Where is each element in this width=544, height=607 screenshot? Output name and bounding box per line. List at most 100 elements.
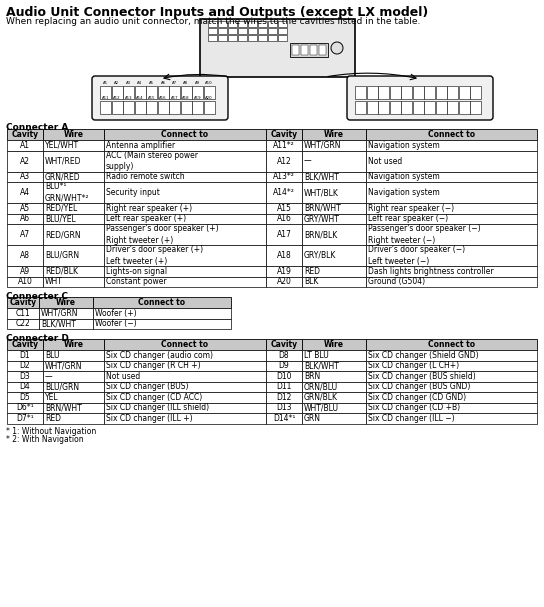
Text: Passenger's door speaker (−)
Right tweeter (−): Passenger's door speaker (−) Right tweet… xyxy=(368,225,481,245)
Bar xyxy=(266,350,302,361)
Bar xyxy=(43,140,104,151)
Bar xyxy=(266,245,302,266)
Bar xyxy=(39,319,93,329)
Text: Woofer (+): Woofer (+) xyxy=(95,309,137,317)
Bar xyxy=(302,214,366,224)
Bar xyxy=(378,86,389,99)
Text: BRN/WHT: BRN/WHT xyxy=(304,204,341,212)
Bar xyxy=(366,151,537,172)
Text: A4: A4 xyxy=(20,188,30,197)
Bar xyxy=(366,203,537,214)
Bar xyxy=(192,86,203,99)
Bar xyxy=(302,151,366,172)
Bar xyxy=(424,86,435,99)
Bar xyxy=(43,382,104,392)
Bar xyxy=(366,182,537,203)
Bar xyxy=(104,339,266,350)
Text: —: — xyxy=(304,157,312,166)
Bar xyxy=(302,266,366,277)
Text: Connect to: Connect to xyxy=(428,340,475,349)
Text: Antenna amplifier: Antenna amplifier xyxy=(106,141,175,150)
Text: Six CD changer (CD ACC): Six CD changer (CD ACC) xyxy=(106,393,202,402)
Bar xyxy=(104,266,266,277)
Text: Left rear speaker (+): Left rear speaker (+) xyxy=(106,214,186,223)
Text: Six CD changer (ILL −): Six CD changer (ILL −) xyxy=(368,414,455,422)
Bar xyxy=(266,402,302,413)
Bar xyxy=(266,129,302,140)
Text: Connecter D: Connecter D xyxy=(6,334,69,343)
Text: Cavity: Cavity xyxy=(9,298,36,307)
Bar xyxy=(278,28,287,34)
Bar xyxy=(134,101,145,114)
Text: BRN: BRN xyxy=(304,371,320,381)
Bar xyxy=(366,361,537,371)
Bar xyxy=(169,86,180,99)
Bar xyxy=(158,101,169,114)
Text: D2: D2 xyxy=(20,361,30,370)
Bar xyxy=(43,129,104,140)
Text: Dash lights brightness controller: Dash lights brightness controller xyxy=(368,266,493,276)
Text: Wire: Wire xyxy=(64,340,83,349)
Bar xyxy=(7,371,43,382)
Bar xyxy=(268,21,277,27)
Bar xyxy=(134,86,145,99)
Bar xyxy=(104,392,266,402)
Bar xyxy=(248,35,257,41)
Bar xyxy=(104,382,266,392)
Bar xyxy=(266,151,302,172)
Bar xyxy=(104,350,266,361)
Bar xyxy=(459,101,469,114)
Text: A7: A7 xyxy=(172,81,177,85)
Bar xyxy=(302,392,366,402)
Text: A8: A8 xyxy=(20,251,30,260)
Text: A17: A17 xyxy=(171,96,178,100)
Bar xyxy=(43,224,104,245)
Text: WHT/GRN: WHT/GRN xyxy=(41,309,78,317)
Text: BRN/WHT: BRN/WHT xyxy=(45,403,82,412)
Text: BLU: BLU xyxy=(45,351,59,360)
Bar xyxy=(266,182,302,203)
Bar xyxy=(470,86,481,99)
Bar xyxy=(302,129,366,140)
Bar xyxy=(302,182,366,203)
Text: Navigation system: Navigation system xyxy=(368,141,440,150)
Bar xyxy=(104,214,266,224)
Bar xyxy=(218,35,227,41)
Text: GRN/RED: GRN/RED xyxy=(45,172,81,181)
Bar xyxy=(7,266,43,277)
Text: RED/GRN: RED/GRN xyxy=(45,230,81,239)
Bar xyxy=(104,371,266,382)
Bar xyxy=(266,214,302,224)
Bar xyxy=(436,101,447,114)
Bar xyxy=(123,86,134,99)
Bar xyxy=(470,101,481,114)
Text: Wire: Wire xyxy=(324,340,344,349)
Text: Cavity: Cavity xyxy=(11,130,39,139)
Bar xyxy=(238,35,247,41)
Bar xyxy=(7,361,43,371)
Text: D8: D8 xyxy=(279,351,289,360)
Bar xyxy=(366,350,537,361)
Bar xyxy=(366,224,537,245)
Text: A13*²: A13*² xyxy=(273,172,295,181)
Bar xyxy=(93,319,231,329)
Text: RED/YEL: RED/YEL xyxy=(45,204,77,212)
Text: Constant power: Constant power xyxy=(106,277,166,287)
Bar xyxy=(7,382,43,392)
Text: WHT/BLK: WHT/BLK xyxy=(304,188,339,197)
Bar xyxy=(7,350,43,361)
Bar xyxy=(218,28,227,34)
Text: Cavity: Cavity xyxy=(270,340,298,349)
Bar xyxy=(366,129,537,140)
Text: A14*²: A14*² xyxy=(273,188,295,197)
Bar xyxy=(7,203,43,214)
Text: Connect to: Connect to xyxy=(138,298,186,307)
Text: D5: D5 xyxy=(20,393,30,402)
Text: A20: A20 xyxy=(205,96,213,100)
Bar xyxy=(302,172,366,182)
Bar xyxy=(266,203,302,214)
Bar xyxy=(258,21,267,27)
Bar xyxy=(43,151,104,172)
Bar xyxy=(366,413,537,424)
Text: Navigation system: Navigation system xyxy=(368,172,440,181)
